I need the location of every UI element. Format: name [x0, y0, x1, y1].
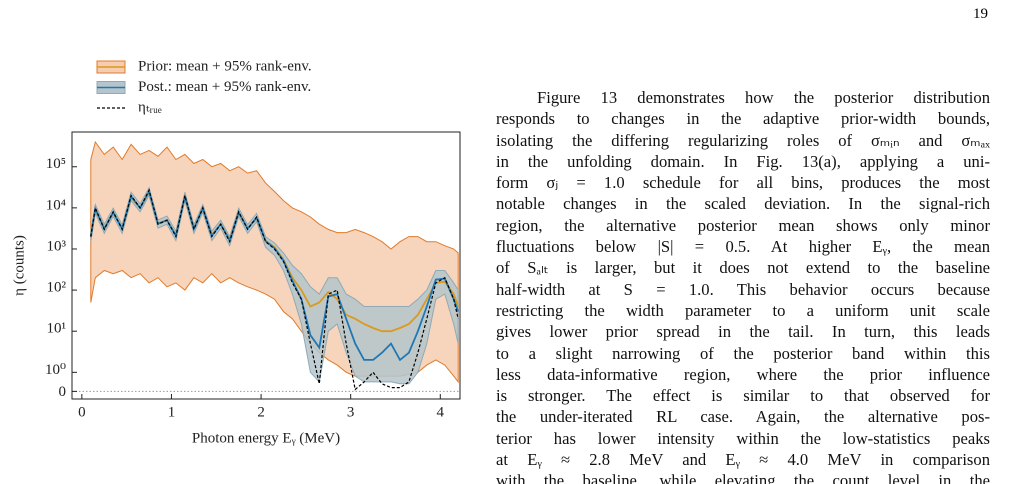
text-line: terior has lower intensity within the lo…: [496, 428, 990, 448]
x-axis-label: Photon energy Eᵧ (MeV): [192, 430, 340, 446]
text-line: less data-informative region, where the …: [496, 364, 990, 384]
y-tick-label: 0: [59, 384, 67, 400]
text-line: fluctuations below |S| = 0.5. At higher …: [496, 237, 990, 257]
y-tick-label: 10⁵: [46, 156, 66, 172]
text-line: to a slight narrowing of the posterior b…: [496, 343, 990, 363]
text-line: restricting the width parameter to a uni…: [496, 300, 990, 320]
text-line: region, the alternative posterior mean s…: [496, 215, 990, 235]
y-tick-label: 10³: [47, 238, 67, 254]
series-line: [90, 188, 459, 391]
text-line: notable changes in the scaled deviation.…: [496, 194, 990, 214]
y-tick-label: 10¹: [47, 321, 67, 337]
x-tick-label: 4: [437, 404, 445, 420]
text-line: of Sₐₗₜ is larger, but it does not exten…: [496, 258, 990, 278]
text-line: at Eᵧ ≈ 2.8 MeV and Eᵧ ≈ 4.0 MeV in comp…: [496, 450, 990, 470]
chart: 0 1 2 3 4 0 10⁰ 10¹ 10² 10³ 10⁴ 10⁵ Photon energy Eᵧ…: [11, 58, 461, 446]
text-line: the under-iterated RL case. Again, the a…: [496, 407, 990, 427]
paragraph: Figure 13 demonstrates how the posterior…: [496, 87, 990, 484]
text-line: responds to changes in the adaptive prio…: [496, 109, 990, 129]
band: [90, 186, 459, 385]
y-tick-label: 10⁰: [45, 362, 66, 378]
text-line: in the unfolding domain. In Fig. 13(a), …: [496, 151, 990, 171]
legend-label: Prior: mean + 95% rank-env.: [138, 58, 312, 74]
x-tick-label: 3: [347, 404, 355, 420]
text-line: form σⱼ = 1.0 schedule for all bins, pro…: [496, 173, 990, 193]
text-line: with the baseline, while elevating the c…: [496, 471, 990, 484]
page-number: 19: [973, 6, 988, 22]
text-line: Figure 13 demonstrates how the posterior…: [537, 88, 990, 107]
text-line: gives lower prior spread in the tail. In…: [496, 322, 990, 342]
y-tick-label: 10²: [47, 280, 67, 296]
text-line: half-width at S = 1.0. This behavior occ…: [496, 279, 990, 299]
text-line: isolating the differing regularizing rol…: [496, 130, 990, 150]
y-axis-label: η (counts): [11, 235, 27, 296]
text-line: is stronger. The effect is similar to th…: [496, 386, 990, 406]
x-tick-label: 2: [257, 404, 265, 420]
legend-label: ηₜᵣᵤₑ: [138, 99, 162, 115]
plot-area: [72, 140, 460, 392]
y-tick-label: 10⁴: [46, 197, 66, 213]
plot-frame: [71, 131, 461, 400]
series-line: [89, 189, 460, 362]
x-tick-label: 0: [78, 404, 86, 420]
x-tick-label: 1: [168, 404, 176, 420]
legend-label: Post.: mean + 95% rank-env.: [138, 79, 311, 95]
